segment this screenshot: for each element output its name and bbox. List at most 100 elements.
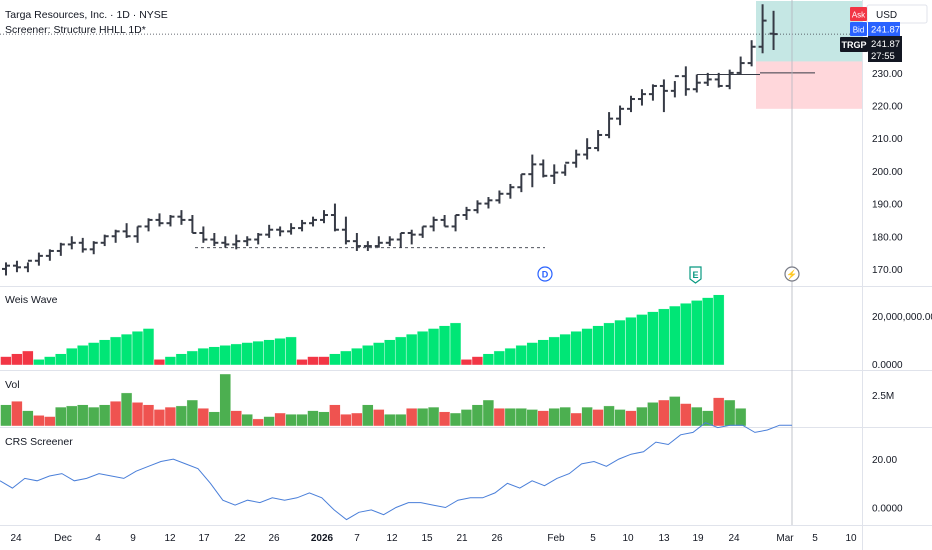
time-axis-label: 10 — [845, 533, 857, 544]
weis-axis-tick: 0.0000 — [872, 360, 903, 371]
ohlc-bar — [539, 159, 548, 178]
time-axis-label: Feb — [547, 533, 565, 544]
earnings-marker[interactable]: E — [689, 266, 702, 284]
ohlc-bar — [659, 79, 668, 113]
split-marker[interactable]: ⚡ — [784, 266, 800, 282]
weis-bar — [0, 356, 12, 366]
volume-axis-tick: 2.5M — [872, 391, 894, 402]
ohlc-bar — [199, 226, 208, 243]
ohlc-bar — [495, 190, 504, 204]
ohlc-bar — [616, 105, 625, 126]
volume-bar — [109, 400, 122, 427]
weis-bar — [77, 345, 89, 366]
price-axis-tick: 230.00 — [872, 69, 903, 80]
ohlc-bar — [637, 89, 646, 106]
ohlc-bar — [298, 219, 307, 232]
weis-bar — [55, 353, 67, 366]
time-axis-label: 7 — [354, 533, 360, 544]
ohlc-bar — [451, 214, 460, 232]
ohlc-bar — [692, 74, 701, 93]
bid-value-box — [868, 22, 900, 36]
volume-bar — [658, 399, 670, 427]
ohlc-bar — [627, 95, 636, 113]
crs-line — [0, 422, 792, 521]
volume-bar — [44, 416, 56, 427]
volume-bar — [482, 399, 495, 427]
ohlc-bar — [517, 173, 526, 193]
last-price-box — [868, 36, 902, 62]
volume-bar — [120, 392, 133, 427]
volume-bar — [252, 418, 264, 427]
volume-bar — [647, 402, 659, 427]
time-axis-label: 5 — [812, 533, 818, 544]
currency-selector[interactable]: USD — [866, 4, 928, 24]
bid-badge: Bid — [850, 22, 867, 36]
dividend-marker-ring — [537, 266, 553, 282]
volume-bar — [669, 396, 681, 427]
volume-bar — [603, 405, 615, 427]
loss-zone — [756, 61, 862, 109]
weis-bar — [548, 336, 560, 366]
ohlc-bar — [166, 215, 175, 227]
symbol-label: TRGP — [841, 40, 866, 50]
volume-bar — [219, 373, 231, 427]
volume-bar — [636, 406, 648, 427]
ohlc-bar — [418, 225, 427, 238]
volume-bar — [504, 408, 516, 427]
weis-axis-tick: 20,000,000.00 — [872, 312, 932, 323]
weis-bar — [702, 297, 714, 366]
ohlc-bar — [681, 66, 690, 96]
ohlc-bar — [572, 149, 581, 168]
volume-bar — [384, 413, 396, 427]
ohlc-bar — [100, 234, 109, 247]
weis-bar — [504, 347, 516, 366]
ohlc-bar — [122, 223, 131, 238]
ohlc-bar — [155, 213, 164, 227]
last-price-label: 241.87 — [871, 39, 900, 50]
volume-bar — [723, 399, 736, 427]
volume-title: Vol — [5, 379, 20, 391]
weis-bar — [307, 356, 319, 366]
ohlc-bar — [133, 225, 142, 243]
ohlc-bar — [254, 232, 263, 245]
volume-bar — [230, 410, 242, 427]
countdown-label: 27:55 — [871, 51, 895, 62]
volume-bar — [614, 409, 626, 427]
volume-bar — [680, 403, 692, 427]
weis-bar — [11, 353, 23, 366]
weis-bar — [252, 340, 264, 366]
volume-bar — [66, 405, 78, 427]
volume-bar — [11, 400, 23, 427]
dividend-marker[interactable]: D — [537, 266, 553, 282]
weis-bar — [318, 356, 330, 366]
volume-bar — [449, 412, 462, 427]
weis-bar — [351, 347, 363, 366]
weis-bar — [153, 359, 166, 366]
ohlc-bar — [473, 200, 482, 214]
earnings-label: E — [692, 270, 698, 280]
weis-bar — [416, 331, 429, 366]
price-axis-tick: 170.00 — [872, 265, 903, 276]
weis-bar — [88, 342, 100, 366]
ohlc-bar — [330, 203, 339, 232]
volume-bar — [427, 406, 440, 427]
weis-bar — [44, 356, 56, 366]
volume-bar — [22, 410, 34, 427]
weis-bar — [471, 356, 484, 366]
time-axis-label: 2026 — [311, 533, 334, 544]
ohlc-bar — [725, 69, 734, 90]
ask-box — [850, 7, 867, 21]
profit-zone — [756, 1, 862, 62]
volume-bar — [373, 409, 385, 427]
weis-bar — [241, 342, 253, 366]
weis-bar — [296, 359, 308, 366]
ohlc-bar — [758, 4, 767, 54]
bid-value: 241.87 — [871, 25, 900, 36]
volume-bar — [515, 408, 527, 427]
weis-bar — [515, 345, 527, 366]
ohlc-bar — [747, 40, 756, 67]
volume-bar — [263, 416, 275, 427]
volume-bar — [471, 404, 484, 427]
volume-bar — [186, 399, 199, 427]
